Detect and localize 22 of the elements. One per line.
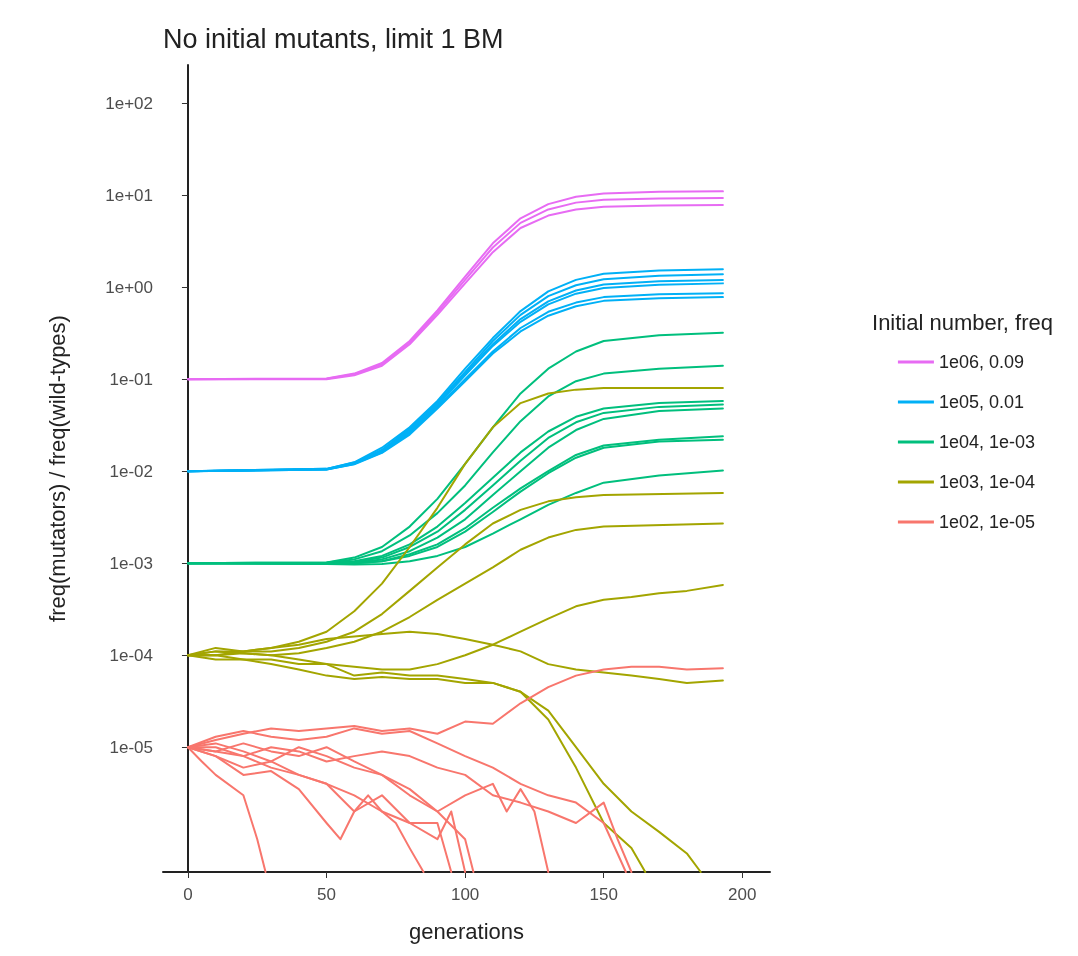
y-tick-label: 1e-01 (109, 369, 153, 389)
legend-title: Initial number, freq (872, 309, 1053, 335)
x-tick-label: 150 (589, 885, 618, 904)
legend-label: 1e06, 0.09 (938, 352, 1024, 372)
y-tick-label: 1e-05 (109, 737, 153, 757)
legend-label: 1e04, 1e-03 (938, 432, 1036, 452)
y-tick-label: 1e-04 (109, 645, 153, 665)
x-tick-label: 50 (317, 885, 336, 904)
legend-label: 1e05, 0.01 (938, 392, 1024, 412)
legend-label: 1e03, 1e-04 (938, 472, 1036, 492)
y-tick-label: 1e+00 (105, 277, 153, 297)
y-tick-label: 1e-02 (109, 461, 153, 481)
x-axis-title: generations (409, 918, 524, 944)
y-tick-label: 1e+01 (105, 185, 153, 205)
x-tick-label: 0 (183, 885, 193, 904)
y-tick-label: 1e-03 (109, 553, 153, 573)
y-tick-label: 1e+02 (105, 93, 153, 113)
x-tick-label: 200 (728, 885, 757, 904)
legend-label: 1e02, 1e-05 (938, 512, 1036, 532)
y-axis-title: freq(mutators) / freq(wild-types) (44, 315, 70, 622)
x-tick-label: 100 (450, 885, 480, 904)
chart-title: No initial mutants, limit 1 BM (163, 23, 504, 54)
